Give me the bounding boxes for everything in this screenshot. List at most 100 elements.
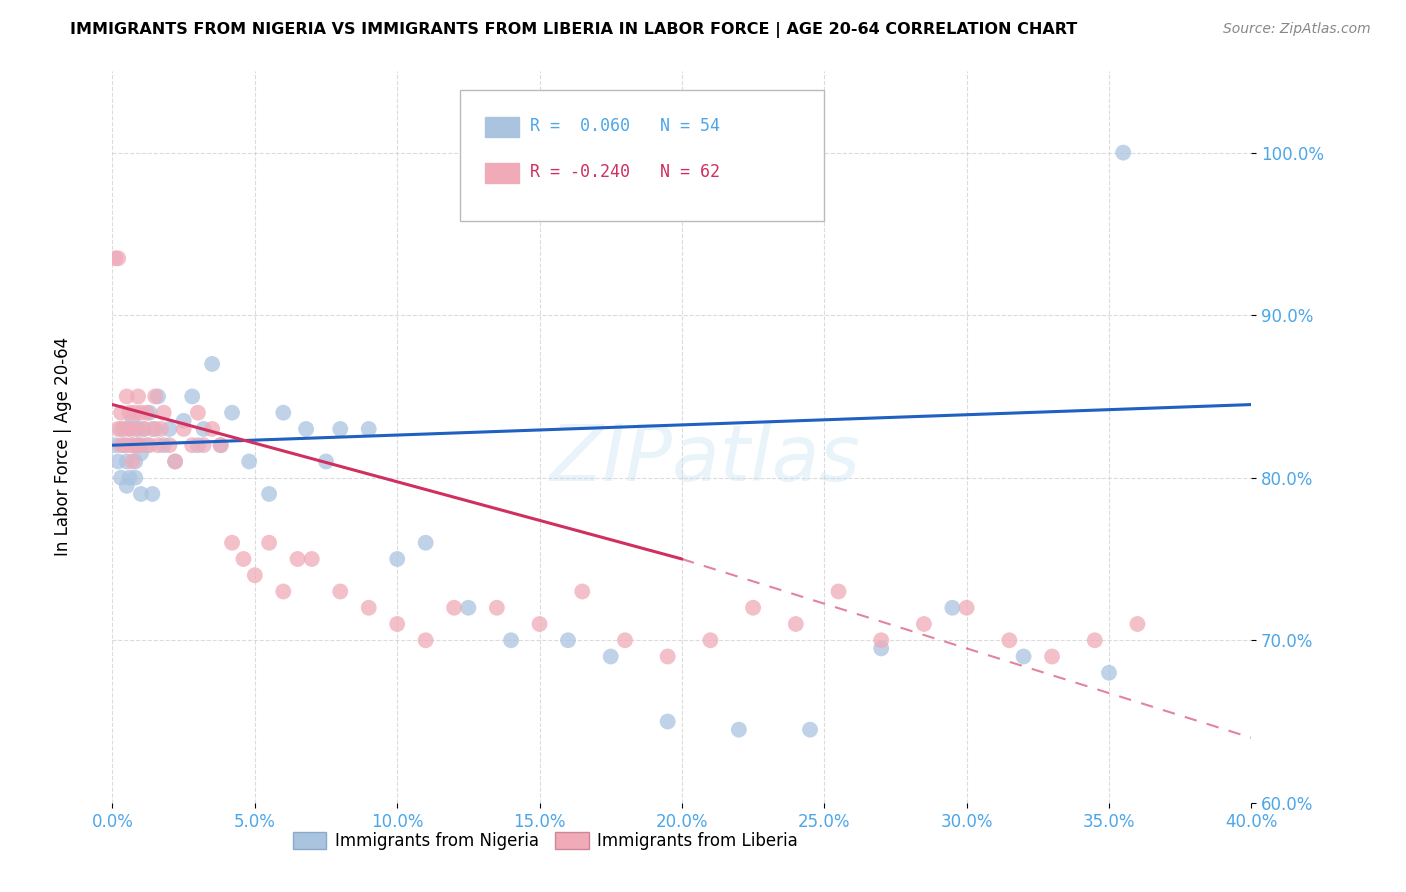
Point (143, 389, 166, 403)
Point (415, 535, 437, 549)
Point (107, 252, 129, 266)
Bar (485, 117, 519, 137)
Point (385, 552, 409, 566)
Point (315, 454, 337, 468)
Point (104, 252, 127, 266)
Point (243, 568, 266, 582)
Point (165, 454, 187, 468)
Point (238, 454, 260, 468)
Point (201, 357, 224, 371)
Point (571, 584, 593, 599)
Point (141, 487, 163, 501)
Point (127, 422, 149, 436)
Point (657, 714, 679, 729)
Point (121, 438, 143, 452)
Point (209, 438, 232, 452)
Point (941, 600, 963, 615)
Text: ZIPatlas: ZIPatlas (550, 421, 860, 497)
Point (443, 600, 465, 615)
Point (121, 414, 143, 428)
Point (485, 600, 508, 615)
Point (138, 438, 160, 452)
Point (827, 584, 849, 599)
Point (557, 633, 579, 648)
Point (141, 422, 163, 436)
Point (132, 422, 155, 436)
Point (129, 406, 152, 420)
Point (301, 552, 323, 566)
Legend: Immigrants from Nigeria, Immigrants from Liberia: Immigrants from Nigeria, Immigrants from… (287, 825, 804, 856)
Point (956, 600, 979, 615)
Point (357, 422, 380, 436)
Point (201, 422, 224, 436)
Text: R =  0.060   N = 54: R = 0.060 N = 54 (530, 117, 720, 136)
Point (1098, 665, 1121, 680)
Point (1112, 145, 1135, 160)
Point (232, 552, 254, 566)
Point (115, 479, 138, 493)
Text: In Labor Force | Age 20-64: In Labor Force | Age 20-64 (55, 336, 72, 556)
Point (118, 422, 141, 436)
Point (193, 422, 215, 436)
Point (143, 422, 166, 436)
Point (159, 438, 180, 452)
Point (209, 438, 232, 452)
Point (112, 438, 135, 452)
Point (221, 406, 243, 420)
Point (115, 389, 138, 403)
Point (127, 389, 149, 403)
Point (257, 535, 280, 549)
Point (181, 389, 204, 403)
Point (257, 487, 280, 501)
Point (135, 406, 157, 420)
Point (124, 454, 146, 468)
Point (124, 406, 146, 420)
Point (785, 617, 807, 632)
Point (159, 422, 180, 436)
Point (146, 438, 169, 452)
Point (124, 471, 146, 485)
Point (799, 723, 821, 737)
Point (115, 438, 138, 452)
Point (271, 406, 295, 420)
Point (110, 422, 132, 436)
Point (173, 414, 195, 428)
Point (529, 617, 551, 632)
Point (115, 454, 138, 468)
Point (110, 471, 132, 485)
Point (699, 633, 721, 648)
Point (329, 584, 352, 599)
Point (415, 633, 437, 648)
Point (127, 438, 149, 452)
Point (121, 438, 143, 452)
Point (165, 454, 187, 468)
Point (193, 438, 215, 452)
Point (129, 446, 152, 460)
Point (135, 438, 157, 452)
Point (1040, 649, 1063, 664)
Point (118, 406, 141, 420)
Point (146, 389, 169, 403)
Point (501, 633, 523, 648)
Point (152, 438, 174, 452)
Point (187, 406, 209, 420)
Point (1012, 649, 1035, 664)
Point (149, 422, 172, 436)
Point (173, 422, 195, 436)
Point (657, 649, 679, 664)
Point (138, 406, 160, 420)
Point (152, 406, 174, 420)
Point (110, 406, 132, 420)
Point (129, 438, 152, 452)
Point (870, 641, 893, 656)
Point (742, 600, 765, 615)
Point (457, 600, 479, 615)
Point (599, 649, 621, 664)
Point (613, 633, 636, 648)
Text: R = -0.240   N = 62: R = -0.240 N = 62 (530, 162, 720, 180)
Point (118, 471, 141, 485)
Point (118, 422, 141, 436)
Point (132, 422, 155, 436)
Point (129, 487, 152, 501)
Point (110, 438, 132, 452)
